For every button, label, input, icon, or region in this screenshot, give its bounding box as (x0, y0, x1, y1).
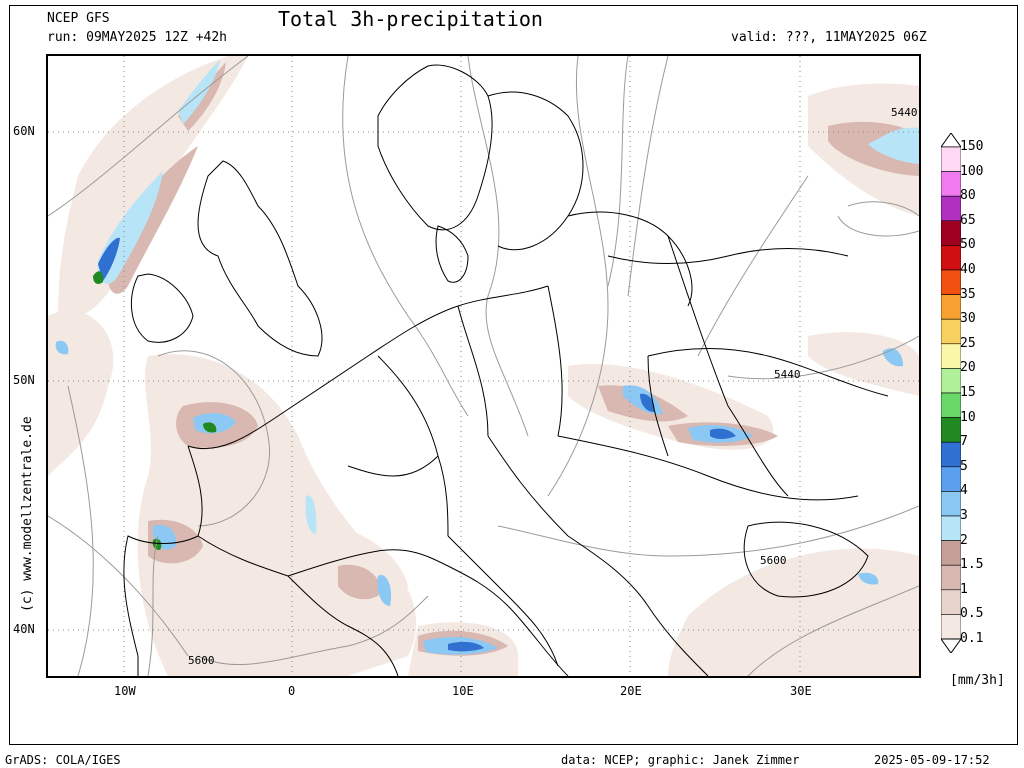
contour-label: 5440 (891, 106, 918, 119)
colorbar-level-label: 3 (960, 508, 968, 523)
colorbar-swatch (941, 564, 961, 591)
colorbar-swatch (941, 466, 961, 492)
colorbar-level-label: 20 (960, 360, 976, 376)
colorbar-swatch (941, 515, 961, 541)
copyright-credit: (c) www.modellzentrale.de (20, 416, 35, 612)
precipitation-map: 5440 5440 5600 5600 (46, 54, 921, 678)
colorbar-level-label: 150 (960, 139, 984, 154)
units-label: [mm/3h] (950, 673, 1005, 688)
colorbar-swatch (941, 146, 961, 172)
colorbar-level-label: 1 (960, 581, 968, 597)
colorbar-level-label: 7 (960, 434, 968, 450)
colorbar-level-label: 40 (960, 262, 976, 277)
footer-software: GrADS: COLA/IGES (5, 753, 121, 767)
footer-credit: data: NCEP; graphic: Janek Zimmer (561, 753, 800, 767)
colorbar-swatch (941, 441, 961, 468)
map-canvas (48, 56, 919, 676)
colorbar-swatch (941, 220, 961, 246)
colorbar-level-label: 100 (960, 163, 984, 179)
colorbar-level-label: 35 (960, 286, 976, 302)
chart-title: Total 3h-precipitation (278, 7, 543, 31)
colorbar-top-arrow (941, 133, 961, 148)
colorbar (941, 133, 961, 653)
colorbar-level-label: 0.5 (960, 606, 984, 622)
geopotential-contours (48, 56, 919, 676)
colorbar-level-label: 0.1 (960, 631, 984, 646)
colorbar-level-label: 5 (960, 458, 968, 474)
contour-label: 5600 (760, 554, 787, 567)
model-name: NCEP GFS (47, 11, 110, 26)
colorbar-swatch (941, 269, 961, 295)
lon-label-0: 0 (288, 684, 296, 698)
colorbar-swatch (941, 343, 961, 369)
colorbar-swatch (941, 417, 961, 443)
precip-shading (48, 56, 919, 676)
colorbar-swatch (941, 589, 961, 615)
colorbar-level-label: 1.5 (960, 557, 984, 573)
colorbar-swatch (941, 614, 961, 640)
colorbar-swatch (941, 294, 961, 320)
colorbar-level-label: 30 (960, 311, 976, 327)
colorbar-level-label: 10 (960, 409, 976, 425)
colorbar-swatch (941, 392, 961, 418)
colorbar-level-label: 15 (960, 385, 976, 400)
lon-label-10e: 10E (452, 684, 474, 698)
colorbar-level-label: 4 (960, 483, 968, 499)
lon-label-10w: 10W (114, 684, 136, 698)
footer-timestamp: 2025-05-09-17:52 (874, 753, 990, 767)
colorbar-swatch (941, 318, 961, 345)
colorbar-level-label: 25 (960, 335, 976, 351)
colorbar-level-label: 2 (960, 532, 968, 548)
colorbar-swatch (941, 195, 961, 222)
lon-label-20e: 20E (620, 684, 642, 698)
colorbar-bottom-arrow (941, 638, 961, 653)
lon-label-30e: 30E (790, 684, 812, 698)
lat-label-40n: 40N (13, 622, 35, 636)
colorbar-swatch (941, 368, 961, 394)
contour-label: 5440 (774, 368, 801, 381)
colorbar-level-label: 50 (960, 237, 976, 253)
colorbar-swatch (941, 245, 961, 271)
figure-frame (9, 5, 1018, 745)
colorbar-swatch (941, 171, 961, 197)
run-info: run: 09MAY2025 12Z +42h (47, 30, 228, 45)
valid-time: valid: ???, 11MAY2025 06Z (731, 30, 927, 45)
lat-label-50n: 50N (13, 373, 35, 387)
contour-label: 5600 (188, 654, 215, 667)
coastlines (123, 64, 889, 676)
colorbar-level-label: 65 (960, 212, 976, 228)
colorbar-level-label: 80 (960, 188, 976, 204)
lat-label-60n: 60N (13, 124, 35, 138)
colorbar-swatch (941, 540, 961, 566)
colorbar-swatch (941, 491, 961, 517)
